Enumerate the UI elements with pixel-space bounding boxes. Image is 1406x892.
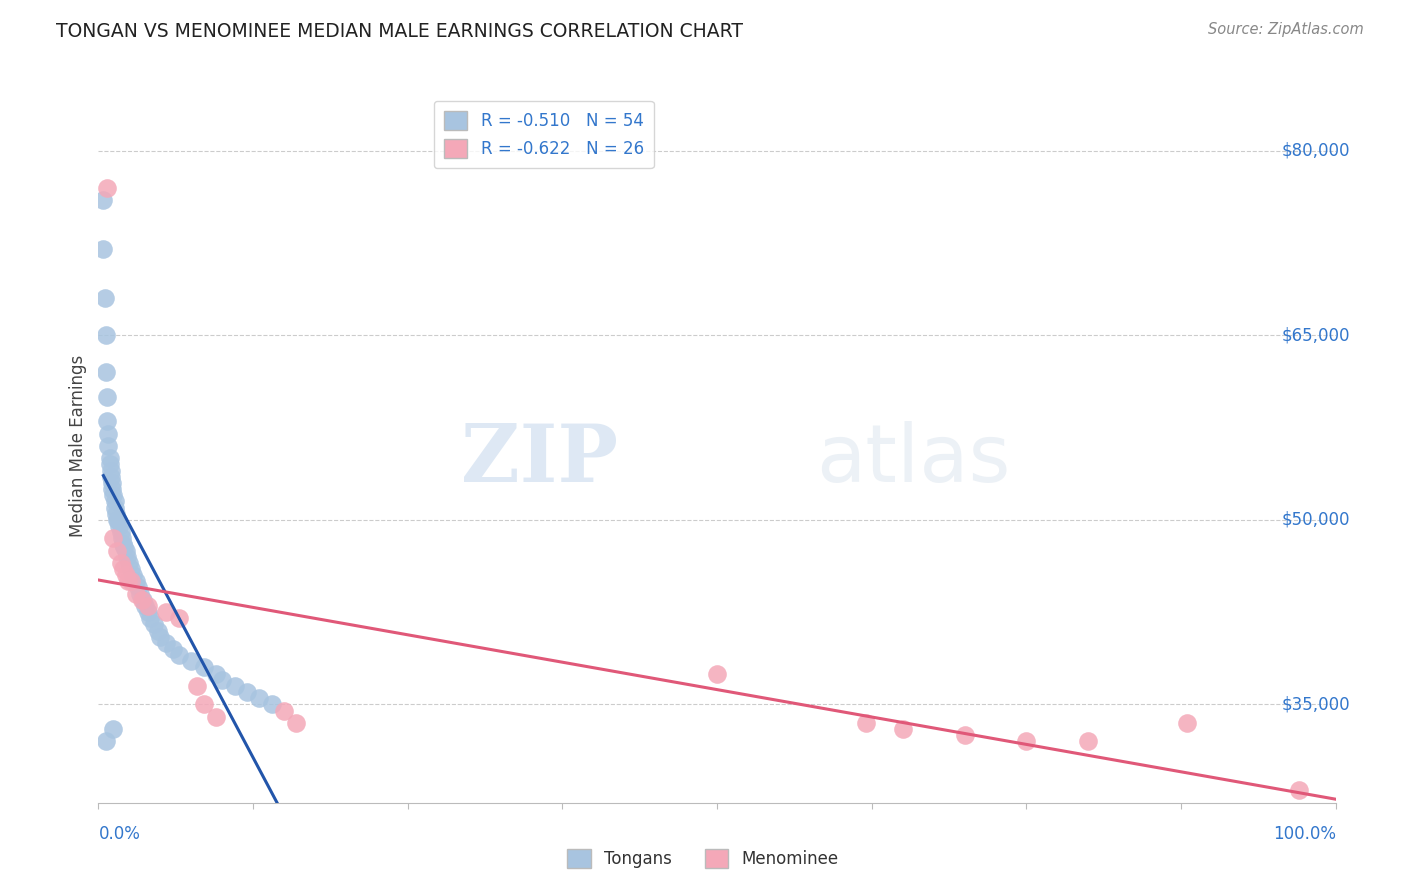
Point [96,180,118,194]
Point [112,562,135,576]
Point [103,531,125,545]
Point [193,698,215,712]
Point [146,624,169,638]
Point [118,556,141,570]
Point [122,568,145,582]
Point [96,414,118,428]
Point [98,458,121,472]
Legend: R = -0.510   N = 54, R = -0.622   N = 26: R = -0.510 N = 54, R = -0.622 N = 26 [434,101,654,168]
Point [103,488,125,502]
Point [155,605,177,619]
Point [855,715,877,730]
Text: ZIP: ZIP [461,421,619,500]
Point [104,507,127,521]
Point [98,451,121,466]
Point [101,475,124,490]
Point [205,709,228,723]
Point [162,642,184,657]
Point [205,666,228,681]
Point [105,513,128,527]
Text: Source: ZipAtlas.com: Source: ZipAtlas.com [1208,22,1364,37]
Point [953,728,976,742]
Point [115,549,138,564]
Point [101,482,124,496]
Point [103,494,125,508]
Point [155,636,177,650]
Point [93,242,115,256]
Point [224,679,246,693]
Point [129,587,152,601]
Text: TONGAN VS MENOMINEE MEDIAN MALE EARNINGS CORRELATION CHART: TONGAN VS MENOMINEE MEDIAN MALE EARNINGS… [56,22,744,41]
Point [124,574,146,589]
Point [139,611,162,625]
Point [100,469,122,483]
Point [167,648,190,662]
Point [96,390,118,404]
Point [94,328,117,343]
Text: $80,000: $80,000 [1281,142,1350,160]
Point [107,513,129,527]
Point [112,540,135,554]
Text: $50,000: $50,000 [1281,511,1350,529]
Point [114,543,136,558]
Point [236,685,259,699]
Point [127,581,149,595]
Point [120,574,142,589]
Y-axis label: Median Male Earnings: Median Male Earnings [69,355,87,537]
Point [149,630,172,644]
Point [167,611,190,625]
Point [131,592,153,607]
Point [285,715,308,730]
Legend: Tongans, Menominee: Tongans, Menominee [561,842,845,875]
Point [93,291,115,305]
Point [706,666,728,681]
Point [94,734,117,748]
Point [273,704,295,718]
Point [1175,715,1198,730]
Point [180,654,202,668]
Text: 100.0%: 100.0% [1272,825,1336,843]
Point [103,500,125,515]
Point [110,525,132,540]
Point [114,568,136,582]
Text: 0.0%: 0.0% [98,825,141,843]
Point [1015,734,1038,748]
Point [1077,734,1099,748]
Point [143,617,166,632]
Point [105,543,128,558]
Point [891,722,914,736]
Point [134,599,156,613]
Point [124,587,146,601]
Point [136,605,159,619]
Point [111,531,134,545]
Point [103,722,125,736]
Point [112,537,135,551]
Text: $65,000: $65,000 [1281,326,1350,344]
Text: atlas: atlas [815,421,1011,500]
Point [247,691,270,706]
Point [93,193,115,207]
Point [110,556,132,570]
Point [97,439,120,453]
Point [108,519,131,533]
Point [136,599,159,613]
Point [117,574,139,589]
Point [94,365,117,379]
Point [132,592,155,607]
Point [186,679,208,693]
Point [211,673,233,687]
Point [193,660,215,674]
Point [260,698,283,712]
Text: $35,000: $35,000 [1281,696,1350,714]
Point [1288,783,1310,797]
Point [100,464,122,478]
Point [97,426,120,441]
Point [120,562,142,576]
